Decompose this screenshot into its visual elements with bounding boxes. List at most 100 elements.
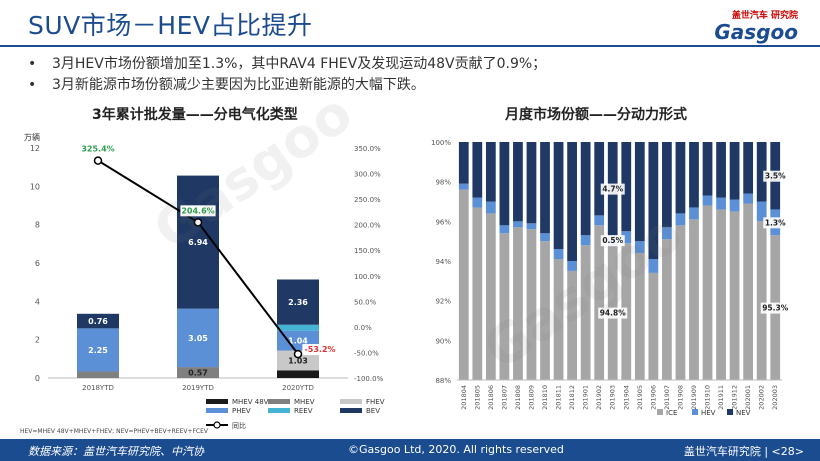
x-tick-label: 201901 bbox=[582, 385, 590, 410]
bullet-list: • 3月HEV市场份额增加至1.3%，其中RAV4 FHEV及发现运动48V贡献了… bbox=[28, 54, 546, 96]
annotation-label: 3.5% bbox=[765, 172, 786, 181]
annotation-bg bbox=[763, 217, 788, 229]
yoy-label-bg bbox=[302, 344, 338, 356]
bar-segment bbox=[513, 221, 523, 228]
bar-segment bbox=[458, 142, 469, 184]
logo-word: Gasgoo bbox=[714, 20, 798, 44]
legend-swatch bbox=[206, 399, 228, 404]
bar-segment bbox=[675, 142, 686, 214]
bullet-text: 3月新能源市场份额减少主要因为比亚迪新能源的大幅下跌。 bbox=[52, 77, 425, 93]
bar-segment bbox=[756, 142, 767, 202]
y-tick-label: 10 bbox=[30, 182, 40, 191]
x-tick-label: 201911 bbox=[717, 385, 725, 410]
y2-tick-label: 350.0% bbox=[354, 145, 381, 153]
chart-right-title: 月度市场份额——分动力形式 bbox=[505, 107, 687, 123]
x-tick-label: 201810 bbox=[541, 385, 549, 410]
bar-data-label: 3.05 bbox=[188, 334, 208, 343]
annotation-label: 95.3% bbox=[762, 304, 789, 313]
bar-segment bbox=[594, 142, 605, 216]
y2-tick-label: 250.0% bbox=[354, 196, 381, 204]
bar-segment bbox=[662, 142, 672, 228]
legend-label: ICE bbox=[666, 409, 677, 417]
legend-line-marker bbox=[213, 421, 221, 429]
y2-tick-label: -100.0% bbox=[354, 375, 384, 383]
bar-data-label: 0.76 bbox=[88, 317, 108, 326]
bar-segment bbox=[77, 328, 119, 372]
annotation-bg bbox=[600, 235, 625, 247]
bar-segment bbox=[648, 272, 659, 380]
bar-segment bbox=[458, 183, 469, 190]
bar-segment bbox=[472, 197, 483, 208]
legend-swatch bbox=[206, 408, 228, 413]
bar-segment bbox=[277, 324, 319, 331]
bar-segment bbox=[277, 279, 319, 325]
y-tick-label: 0 bbox=[35, 374, 40, 383]
bar-segment bbox=[702, 142, 713, 196]
legend-swatch bbox=[268, 408, 290, 413]
bar-segment bbox=[621, 231, 632, 244]
y2-tick-label: 0.0% bbox=[354, 324, 372, 332]
bar-segment bbox=[729, 142, 740, 200]
yoy-point bbox=[93, 156, 103, 165]
bar-segment bbox=[540, 233, 550, 242]
bar-segment bbox=[648, 142, 659, 260]
x-tick-label: 201805 bbox=[473, 385, 481, 410]
y-tick-label: 4 bbox=[35, 297, 40, 306]
bar-segment bbox=[567, 270, 577, 380]
footer-copyright: ©Gasgoo Ltd, 2020. All rights reserved bbox=[348, 443, 564, 456]
x-tick-label: 201910 bbox=[704, 385, 712, 410]
y2-tick-label: 200.0% bbox=[354, 222, 381, 230]
x-tick-label: 201812 bbox=[568, 385, 576, 410]
bullet-item: • 3月新能源市场份额减少主要因为比亚迪新能源的大幅下跌。 bbox=[28, 77, 425, 93]
page-title: SUV市场－HEV占比提升 bbox=[28, 11, 313, 40]
legend-label: NEV bbox=[736, 409, 751, 417]
x-tick-label: 201806 bbox=[487, 385, 495, 410]
bar-data-label: 6.94 bbox=[188, 238, 208, 247]
annotation-label: 4.7% bbox=[602, 185, 623, 194]
y-tick-label: 6 bbox=[35, 259, 40, 268]
bar-segment bbox=[634, 241, 645, 254]
bar-data-label: 1.04 bbox=[288, 337, 308, 346]
bar-segment bbox=[729, 211, 740, 380]
yoy-point bbox=[193, 218, 203, 227]
y-tick-label: 90% bbox=[435, 337, 451, 345]
bar-segment bbox=[621, 142, 632, 232]
bar-segment bbox=[499, 233, 510, 380]
y2-tick-label: -50.0% bbox=[354, 349, 379, 357]
title-rule bbox=[0, 45, 820, 47]
bar-segment bbox=[485, 142, 496, 202]
x-tick-label: 201903 bbox=[609, 385, 617, 410]
footer-source: 数据来源：盖世汽车研究院、中汽协 bbox=[28, 445, 204, 458]
bar-segment bbox=[662, 239, 672, 380]
bar-segment bbox=[689, 142, 699, 208]
bar-segment bbox=[648, 259, 659, 273]
gasgoo-logo: 盖世汽车 研究院 Gasgoo bbox=[706, 8, 798, 44]
legend-swatch bbox=[340, 399, 362, 404]
bar-segment bbox=[702, 205, 713, 380]
legend-label: MHEV bbox=[294, 398, 315, 406]
yoy-point bbox=[293, 349, 303, 359]
bar-segment bbox=[634, 142, 645, 242]
bar-segment bbox=[634, 253, 645, 380]
bar-segment bbox=[689, 219, 699, 380]
y-tick-label: 98% bbox=[435, 179, 451, 187]
bar-data-label: 2.36 bbox=[288, 298, 308, 307]
bar-segment bbox=[716, 209, 726, 380]
y-tick-label: 96% bbox=[435, 218, 451, 226]
bar-segment bbox=[526, 229, 537, 380]
bar-segment bbox=[77, 371, 119, 378]
x-tick-label: 2019YTD bbox=[182, 384, 214, 392]
x-tick-label: 201809 bbox=[527, 385, 535, 410]
annotation-bg bbox=[760, 302, 790, 314]
bar-segment bbox=[702, 195, 713, 206]
footer-bar: 数据来源：盖世汽车研究院、中汽协 ©Gasgoo Ltd, 2020. All … bbox=[0, 439, 820, 461]
bar-segment bbox=[513, 227, 523, 380]
bar-segment bbox=[743, 203, 754, 380]
x-tick-label: 201907 bbox=[663, 385, 671, 410]
annotation-label: 94.8% bbox=[600, 309, 627, 318]
bar-segment bbox=[716, 142, 726, 198]
x-tick-label: 201807 bbox=[500, 385, 508, 410]
x-tick-label: 2020YTD bbox=[282, 384, 314, 392]
bar-segment bbox=[485, 213, 496, 380]
bar-segment bbox=[729, 199, 740, 212]
